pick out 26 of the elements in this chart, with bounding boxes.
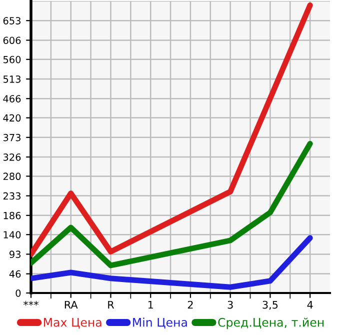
legend-label: Min Цена — [133, 318, 187, 328]
x-tick-label: 3 — [228, 300, 233, 309]
y-tick-label: 0 — [16, 289, 21, 297]
legend-label: Сред.Цена, т.йен — [218, 318, 324, 330]
y-tick-label: 233 — [3, 192, 20, 200]
x-tick-label: 2 — [188, 300, 193, 309]
y-tick-label: 513 — [3, 75, 20, 83]
x-tick-label: R — [108, 300, 114, 309]
legend-label: Max Цена — [44, 318, 102, 328]
y-tick-label: 373 — [3, 134, 20, 142]
y-tick-label: 653 — [3, 17, 20, 24]
y-tick-label: 186 — [4, 212, 21, 220]
y-tick-label: 93 — [10, 250, 20, 258]
y-tick-label: 606 — [3, 36, 21, 44]
x-tick-label: 1 — [148, 300, 153, 309]
x-tick-label: RA — [64, 300, 78, 309]
y-tick-label: 140 — [4, 231, 21, 238]
y-tick-label: 46 — [9, 270, 21, 278]
y-tick-label: 280 — [3, 172, 21, 180]
y-tick-label: 560 — [3, 56, 21, 64]
y-tick-label: 420 — [3, 114, 21, 122]
x-tick-label: 4 — [307, 300, 313, 309]
x-tick-label: 3,5 — [262, 300, 278, 310]
y-tick-label: 466 — [3, 95, 21, 102]
y-tick-label: 326 — [3, 153, 21, 161]
x-tick-label: *** — [24, 300, 38, 306]
